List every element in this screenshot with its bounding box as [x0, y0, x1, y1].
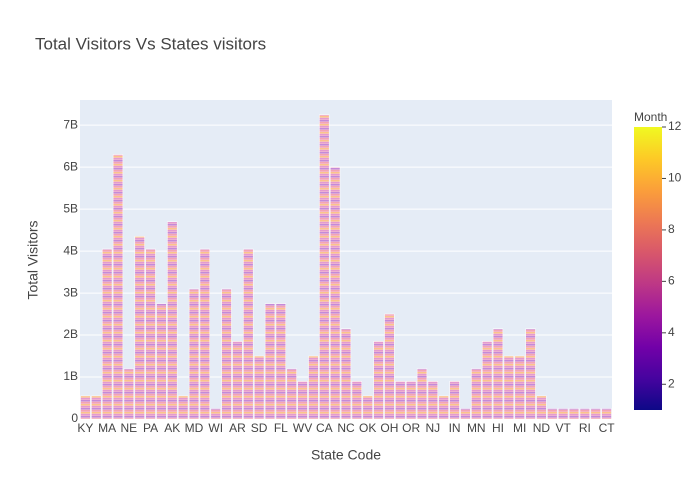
x-tick-label: MA	[98, 421, 116, 435]
bar	[286, 368, 297, 420]
x-tick-label: NC	[337, 421, 355, 435]
bar	[102, 248, 113, 420]
x-tick-label: AR	[229, 421, 246, 435]
bar	[340, 328, 352, 420]
bar	[492, 328, 504, 420]
x-tick-label: WI	[208, 421, 223, 435]
bar	[112, 154, 124, 420]
y-axis-label: Total Visitors	[25, 220, 41, 299]
y-tick-label: 1B	[63, 369, 78, 383]
bar	[308, 355, 319, 420]
colorbar-tick-label: 2	[668, 376, 675, 390]
bar	[449, 380, 460, 420]
bar	[547, 408, 558, 420]
x-tick-label: IN	[449, 421, 461, 435]
bar	[406, 380, 417, 420]
bar	[254, 355, 265, 420]
bar	[568, 408, 580, 420]
bar	[536, 395, 547, 420]
bar	[438, 395, 449, 420]
x-tick-label: WV	[293, 421, 312, 435]
x-tick-label: MD	[185, 421, 204, 435]
x-tick-label: PA	[143, 421, 158, 435]
bar	[145, 248, 156, 420]
x-tick-label: OR	[402, 421, 420, 435]
x-tick-label: MI	[513, 421, 526, 435]
x-tick-label: NJ	[426, 421, 441, 435]
bar	[590, 408, 601, 420]
bar	[297, 380, 308, 420]
bar	[601, 408, 612, 420]
bar	[525, 328, 536, 420]
y-tick-label: 7B	[63, 117, 78, 131]
bar	[199, 248, 210, 420]
x-tick-label: OK	[359, 421, 376, 435]
bar	[395, 380, 406, 420]
bar	[558, 408, 569, 420]
x-tick-label: CA	[316, 421, 333, 435]
bar	[460, 408, 471, 420]
bar	[503, 355, 514, 420]
x-tick-label: OH	[380, 421, 398, 435]
bar	[188, 288, 200, 420]
y-tick-label: 4B	[63, 243, 78, 257]
bar	[579, 408, 590, 420]
colorbar	[634, 127, 662, 410]
y-tick-label: 0	[71, 411, 78, 425]
colorbar-tick-label: 10	[668, 171, 682, 185]
x-tick-label: NE	[121, 421, 138, 435]
bar	[210, 408, 221, 420]
x-tick-label: KY	[77, 421, 93, 435]
x-tick-label: ND	[533, 421, 551, 435]
x-axis-label: State Code	[311, 447, 381, 463]
bar	[134, 236, 145, 420]
bar	[123, 368, 134, 420]
bar	[416, 368, 428, 420]
bar	[221, 288, 232, 420]
colorbar-title: Month	[634, 110, 667, 124]
bar	[362, 395, 373, 420]
colorbar-tick-label: 12	[668, 119, 682, 133]
bar	[514, 355, 525, 420]
x-tick-label: MN	[467, 421, 486, 435]
bar	[232, 341, 243, 420]
x-tick-label: HI	[492, 421, 504, 435]
x-tick-label: AK	[164, 421, 180, 435]
y-tick-label: 6B	[63, 159, 78, 173]
bar	[427, 380, 438, 420]
bar	[80, 395, 91, 420]
bar	[384, 313, 395, 420]
bar	[156, 303, 167, 420]
x-tick-label: CT	[599, 421, 616, 435]
bar	[264, 303, 276, 420]
x-tick-label: VT	[555, 421, 571, 435]
y-tick-label: 5B	[63, 201, 78, 215]
bar	[373, 341, 384, 420]
x-tick-label: RI	[579, 421, 591, 435]
x-tick-label: FL	[274, 421, 288, 435]
colorbar-tick-label: 6	[668, 274, 675, 288]
colorbar-tick-label: 4	[668, 325, 675, 339]
x-tick-label: SD	[251, 421, 268, 435]
bar	[167, 221, 178, 420]
bar	[319, 114, 330, 420]
chart-title: Total Visitors Vs States visitors	[35, 34, 266, 53]
bar	[275, 303, 286, 420]
bar	[330, 166, 341, 420]
bar	[482, 341, 493, 420]
bar	[471, 368, 482, 420]
bar	[91, 395, 102, 420]
colorbar-tick-label: 8	[668, 222, 675, 236]
y-tick-label: 2B	[63, 327, 78, 341]
bar	[178, 395, 189, 420]
bar	[243, 248, 254, 420]
bar	[351, 380, 362, 420]
y-tick-label: 3B	[63, 285, 78, 299]
